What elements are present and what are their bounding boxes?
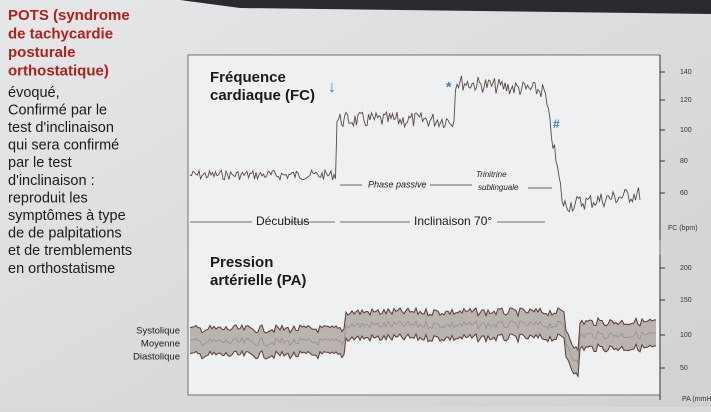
title-line: posturale (8, 44, 76, 61)
marker-symbol: * (446, 79, 452, 95)
annotation: Phase passive (368, 179, 427, 189)
body-line: symptômes à type (8, 208, 126, 224)
fc-tick-label: 140 (680, 69, 692, 76)
fc-tick-label: 80 (680, 158, 688, 165)
title-line: POTS (syndrome (8, 7, 130, 24)
pa-tick-label: 200 (680, 265, 692, 272)
fc-title: Fréquence (210, 69, 286, 86)
fc-title: cardiaque (FC) (210, 87, 315, 104)
pa-tick-label: 100 (680, 332, 692, 339)
body-line: qui sera confirmé (8, 138, 119, 154)
pa-legend: Diastolique (133, 352, 180, 363)
fc-tick-label: 100 (680, 127, 692, 134)
body-line: reproduit les (8, 190, 88, 206)
body-line: Confirmé par le (8, 102, 107, 118)
marker-symbol: ↓ (328, 79, 336, 96)
body-line: en orthostatisme (8, 261, 115, 277)
annotation: Trinitrine (476, 170, 507, 179)
fc-tick-label: 120 (680, 97, 692, 104)
body-line: et de tremblements (8, 243, 132, 259)
title-line: de tachycardie (8, 25, 113, 42)
fc-unit: FC (bpm) (668, 225, 698, 232)
slide: POTS (syndromede tachycardie posturaleort… (0, 0, 711, 407)
annotation: sublinguale (478, 183, 519, 192)
pa-title: Pression (210, 254, 273, 271)
body-line: test d'inclinaison (8, 120, 114, 136)
pa-unit: PA (mmH (682, 396, 711, 403)
pa-legend: Moyenne (141, 339, 180, 350)
phase-label: Inclinaison 70° (414, 214, 492, 228)
fc-tick-label: 60 (680, 190, 688, 197)
pa-title: artérielle (PA) (210, 272, 306, 289)
marker-symbol: # (553, 117, 560, 131)
phase-label: Décubitus (256, 214, 309, 228)
body-line: de de palpitations (8, 226, 122, 242)
body-line: par le test (8, 155, 72, 171)
body-line: évoqué, (8, 85, 60, 101)
title-line: orthostatique) (8, 62, 109, 79)
pa-legend: Systolique (136, 326, 180, 337)
pa-tick-label: 50 (680, 365, 688, 372)
pa-tick-label: 150 (680, 297, 692, 304)
body-line: d'inclinaison : (8, 173, 95, 189)
